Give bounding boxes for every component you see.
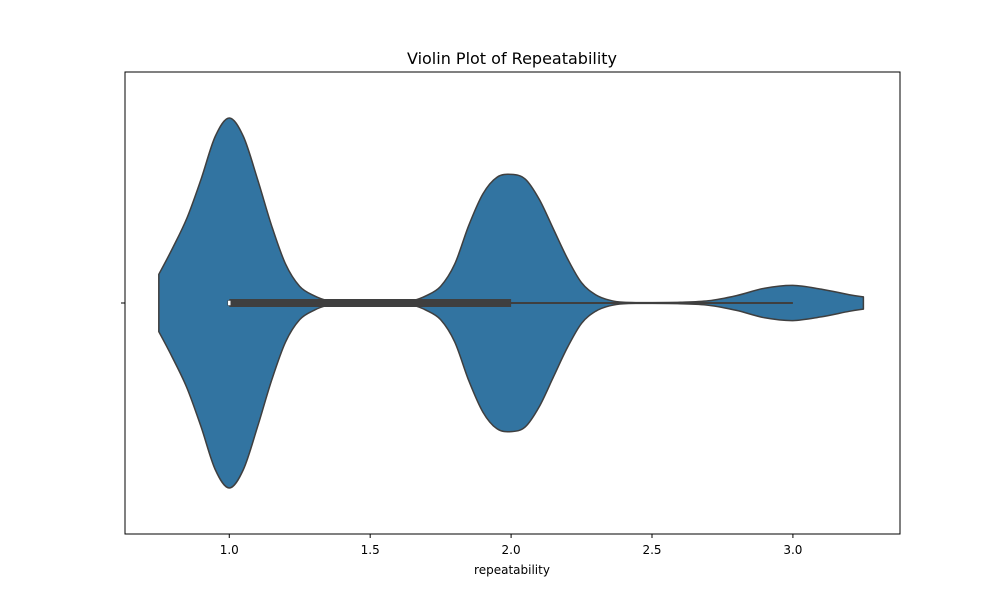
chart-title: Violin Plot of Repeatability: [407, 49, 617, 68]
x-tick-label: 3.0: [783, 543, 802, 557]
iqr-box: [229, 299, 512, 307]
x-tick-label: 2.5: [642, 543, 661, 557]
x-tick-label: 1.0: [220, 543, 239, 557]
x-tick-label: 1.5: [361, 543, 380, 557]
x-axis-label: repeatability: [474, 563, 550, 577]
plot-area: [158, 117, 865, 489]
x-axis: 1.0 1.5 2.0 2.5 3.0: [220, 534, 802, 557]
median-marker: [227, 300, 232, 306]
x-tick-label: 2.0: [502, 543, 521, 557]
